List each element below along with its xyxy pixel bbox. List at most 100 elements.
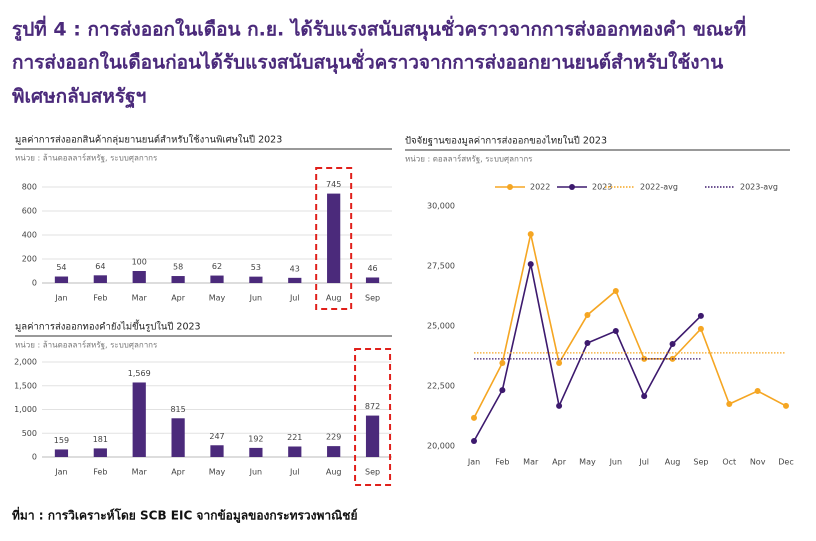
- y-tick-label: 30,000: [427, 202, 455, 211]
- data-label: 247: [209, 432, 224, 441]
- data-label: 54: [56, 263, 66, 272]
- data-label: 159: [54, 436, 69, 445]
- legend-label: 2023: [592, 183, 612, 192]
- x-tick-label: Nov: [750, 458, 766, 467]
- chart-title: ปัจจัยฐานของมูลค่าการส่งออกของไทยในปี 20…: [405, 135, 607, 147]
- point: [584, 311, 591, 318]
- figure-title: รูปที่ 4 : การส่งออกในเดือน ก.ย. ได้รับแ…: [12, 16, 746, 42]
- bar: [365, 277, 380, 283]
- point: [612, 287, 619, 294]
- x-tick-label: Dec: [778, 458, 793, 467]
- data-label: 1,569: [128, 369, 151, 378]
- point: [669, 341, 676, 347]
- point: [612, 328, 619, 335]
- bar: [365, 415, 380, 457]
- highlight-box: [354, 348, 392, 486]
- legend-label: 2022-avg: [640, 183, 678, 192]
- point: [584, 340, 591, 347]
- y-tick-label: 800: [22, 183, 37, 192]
- bar: [288, 277, 302, 283]
- y-tick-label: 600: [22, 207, 37, 216]
- point: [697, 312, 704, 319]
- x-tick-label: Mar: [132, 468, 148, 477]
- x-tick-label: Feb: [495, 458, 509, 467]
- x-tick-label: May: [209, 294, 226, 303]
- bar: [132, 382, 146, 457]
- data-label: 58: [173, 263, 183, 272]
- data-label: 181: [93, 435, 108, 444]
- x-tick-label: Oct: [722, 458, 736, 467]
- data-label: 192: [248, 434, 263, 443]
- bar: [54, 449, 69, 457]
- x-tick-label: Jun: [249, 468, 263, 477]
- source: ที่มา : การวิเคราะห์โดย SCB EIC จากข้อมู…: [12, 507, 357, 524]
- x-tick-label: Mar: [523, 458, 539, 467]
- x-tick-label: May: [579, 458, 596, 467]
- point: [499, 387, 506, 394]
- bar: [327, 193, 341, 283]
- point: [499, 359, 506, 366]
- x-tick-label: Jul: [289, 468, 300, 477]
- y-tick-label: 25,000: [427, 322, 455, 331]
- data-label: 221: [287, 433, 302, 442]
- figure-title: พิเศษกลับสหรัฐฯ: [12, 86, 146, 110]
- y-tick-label: 27,500: [427, 262, 455, 271]
- point: [471, 414, 477, 421]
- y-tick-label: 22,500: [427, 382, 455, 391]
- x-tick-label: Aug: [326, 294, 342, 303]
- bar: [93, 448, 107, 457]
- point: [726, 401, 733, 407]
- figure-title: การส่งออกในเดือนก่อนได้รับแรงสนับสนุนชั่…: [12, 49, 723, 75]
- bar: [327, 446, 341, 457]
- y-tick-label: 400: [22, 231, 37, 240]
- point: [527, 231, 534, 238]
- y-tick-label: 1,500: [14, 381, 37, 390]
- point: [783, 402, 789, 409]
- x-tick-label: Feb: [93, 294, 107, 303]
- point: [641, 355, 648, 362]
- x-tick-label: Jun: [609, 458, 623, 467]
- y-tick-label: 20,000: [427, 442, 455, 451]
- x-tick-label: Sep: [693, 458, 708, 467]
- data-label: 100: [132, 258, 147, 267]
- x-tick-label: Sep: [365, 294, 380, 303]
- x-tick-label: Jul: [638, 458, 649, 467]
- data-label: 53: [251, 263, 261, 272]
- x-tick-label: Jan: [54, 468, 67, 477]
- y-tick-label: 2,000: [14, 358, 37, 367]
- chart-subtitle: หน่วย : ดอลลาร์สหรัฐ, ระบบศุลกากร: [405, 154, 533, 164]
- point: [641, 393, 648, 400]
- x-tick-label: Jul: [289, 294, 300, 303]
- bar: [249, 276, 263, 283]
- x-tick-label: Apr: [171, 468, 186, 477]
- point: [556, 402, 563, 409]
- chart-title: มูลค่าการส่งออกทองคำยังไม่ขึ้นรูปในปี 20…: [15, 320, 201, 333]
- bar: [288, 446, 302, 457]
- legend-label: 2023-avg: [740, 183, 778, 192]
- data-label: 43: [290, 264, 300, 273]
- x-tick-label: Aug: [326, 468, 342, 477]
- data-label: 46: [367, 264, 377, 273]
- point: [754, 388, 761, 395]
- x-tick-label: Mar: [132, 294, 148, 303]
- y-tick-label: 1,000: [14, 405, 37, 414]
- highlight-box: [315, 167, 353, 310]
- data-label: 229: [326, 433, 341, 442]
- x-tick-label: Feb: [93, 468, 107, 477]
- chart-title: มูลค่าการส่งออกสินค้ากลุ่มยานยนต์สำหรับใ…: [15, 134, 282, 146]
- y-tick-label: 0: [32, 453, 37, 462]
- point: [527, 261, 534, 268]
- point: [556, 359, 563, 366]
- legend-label: 2022: [530, 183, 550, 192]
- x-tick-label: Jun: [249, 294, 263, 303]
- x-tick-label: May: [209, 468, 226, 477]
- data-label: 64: [95, 262, 105, 271]
- y-tick-label: 500: [22, 429, 37, 438]
- x-tick-label: Jan: [54, 294, 67, 303]
- x-tick-label: Apr: [171, 294, 186, 303]
- point: [697, 325, 704, 332]
- bar: [93, 275, 107, 283]
- bar: [210, 275, 224, 283]
- bar: [171, 418, 185, 457]
- data-label: 62: [212, 262, 222, 271]
